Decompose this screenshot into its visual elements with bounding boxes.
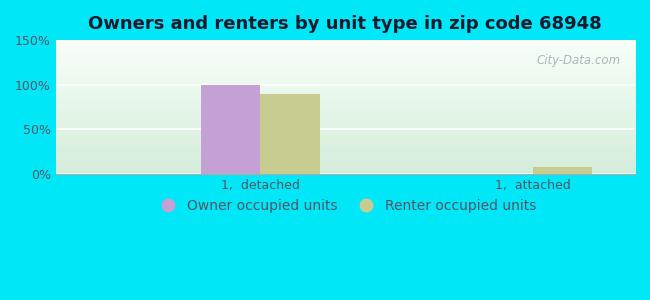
Title: Owners and renters by unit type in zip code 68948: Owners and renters by unit type in zip c… xyxy=(88,15,603,33)
Text: City-Data.com: City-Data.com xyxy=(536,53,621,67)
Bar xyxy=(260,94,320,174)
Bar xyxy=(533,167,592,174)
Bar xyxy=(201,85,260,174)
Legend: Owner occupied units, Renter occupied units: Owner occupied units, Renter occupied un… xyxy=(149,193,542,218)
